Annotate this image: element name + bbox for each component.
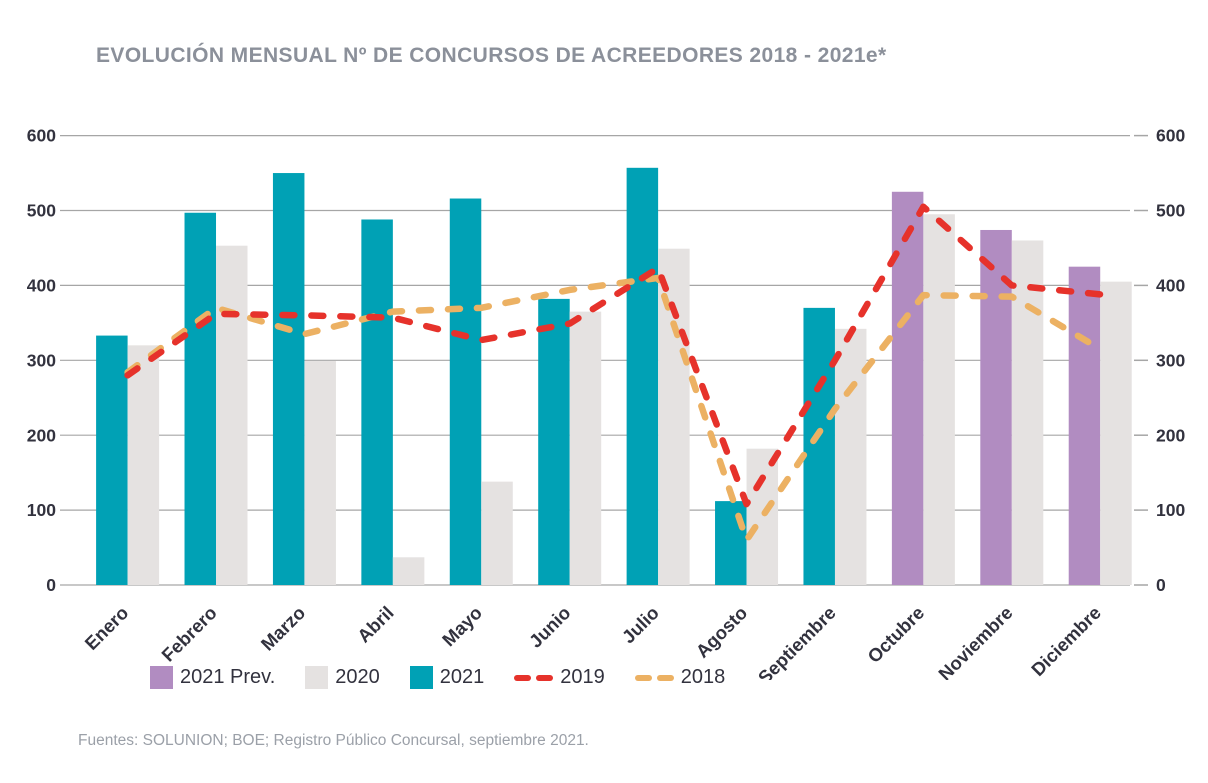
bar-2020 [746,448,779,585]
bar-2021-prev [980,229,1012,585]
legend-item-2020: 2020 [305,666,380,689]
legend: 2021 Prev. 2020 2021 2019 2018 [150,666,725,689]
legend-swatch-2020-icon [305,666,329,689]
bar-2020 [569,311,602,585]
legend-dash-2019-icon [514,674,554,681]
y-axis-label-left: 400 [27,276,56,296]
bar-2021 [449,198,482,586]
bar-2020 [1100,281,1132,585]
bar-2020 [923,214,955,585]
y-axis-label-right: 500 [1156,201,1185,221]
legend-label-2019: 2019 [560,666,605,688]
line-2019 [124,203,1104,508]
legend-item-2021-prev: 2021 Prev. [150,666,275,689]
legend-item-2018: 2018 [634,666,726,689]
bar-2020 [1011,240,1044,585]
bar-2021 [96,335,128,585]
y-axis-label-left: 500 [27,201,56,221]
x-axis-label: Abril [353,602,398,647]
y-axis-label-right: 100 [1156,500,1185,520]
bar-2021-prev [1068,266,1101,585]
x-axis-label: Julio [618,602,663,647]
bar-2021 [715,501,747,585]
x-axis-label: Septiembre [754,602,840,680]
y-axis-label-left: 300 [27,350,56,370]
bar-2020 [304,361,336,585]
legend-label-2020: 2020 [335,666,380,688]
y-axis-label-right: 400 [1156,276,1185,296]
y-axis-label-left: 0 [46,575,56,595]
bar-2020 [216,245,248,585]
y-axis-label-right: 600 [1156,126,1185,146]
y-axis-label-right: 200 [1156,425,1185,445]
chart-title: EVOLUCIÓN MENSUAL Nº DE CONCURSOS DE ACR… [96,44,887,67]
legend-label-2021: 2021 [439,666,485,688]
x-axis-label: Junio [525,602,575,652]
x-axis-label: Enero [81,602,133,654]
x-axis-label: Noviembre [934,602,1016,680]
line-2018 [124,274,1104,544]
x-axis-label: Agosto [691,602,751,662]
bar-2021 [272,173,305,586]
x-axis-label: Diciembre [1027,602,1105,680]
bar-2021 [538,298,570,585]
bar-2021 [803,307,835,585]
legend-label-2018: 2018 [680,666,726,688]
y-axis-label-right: 300 [1156,350,1185,370]
x-axis-label: Mayo [438,602,486,650]
legend-item-2019: 2019 [514,666,605,689]
chart-svg: 0 0 100 100 200 200 300 300 400 400 500 500 600 600 En… [27,126,1186,688]
legend-item-2021: 2021 [409,666,485,689]
legend-label-2021-prev: 2021 Prev. [180,666,276,688]
legend-swatch-2021-icon [409,666,433,689]
bar-2020 [834,328,867,585]
y-axis-label-left: 600 [27,126,56,146]
chart-canvas: 0 0 100 100 200 200 300 300 400 400 500 500 600 600 En… [27,126,1186,688]
bar-2021 [184,212,217,585]
y-axis-label-right: 0 [1156,575,1166,595]
source-note: Fuentes: SOLUNION; BOE; Registro Público… [78,732,589,749]
legend-swatch-2021-prev-icon [150,666,173,689]
legend-dash-2018-icon [634,674,674,681]
x-axis-label: Marzo [257,602,310,655]
y-axis-label-left: 200 [27,425,56,445]
x-axis-label: Octubre [863,602,928,667]
x-axis-label: Febrero [157,602,221,666]
bar-2020 [127,345,160,585]
bar-2021 [626,167,659,585]
bar-2021 [361,219,393,585]
bar-2020 [481,481,513,585]
y-axis-label-left: 100 [27,500,56,520]
bar-2020 [392,557,425,585]
